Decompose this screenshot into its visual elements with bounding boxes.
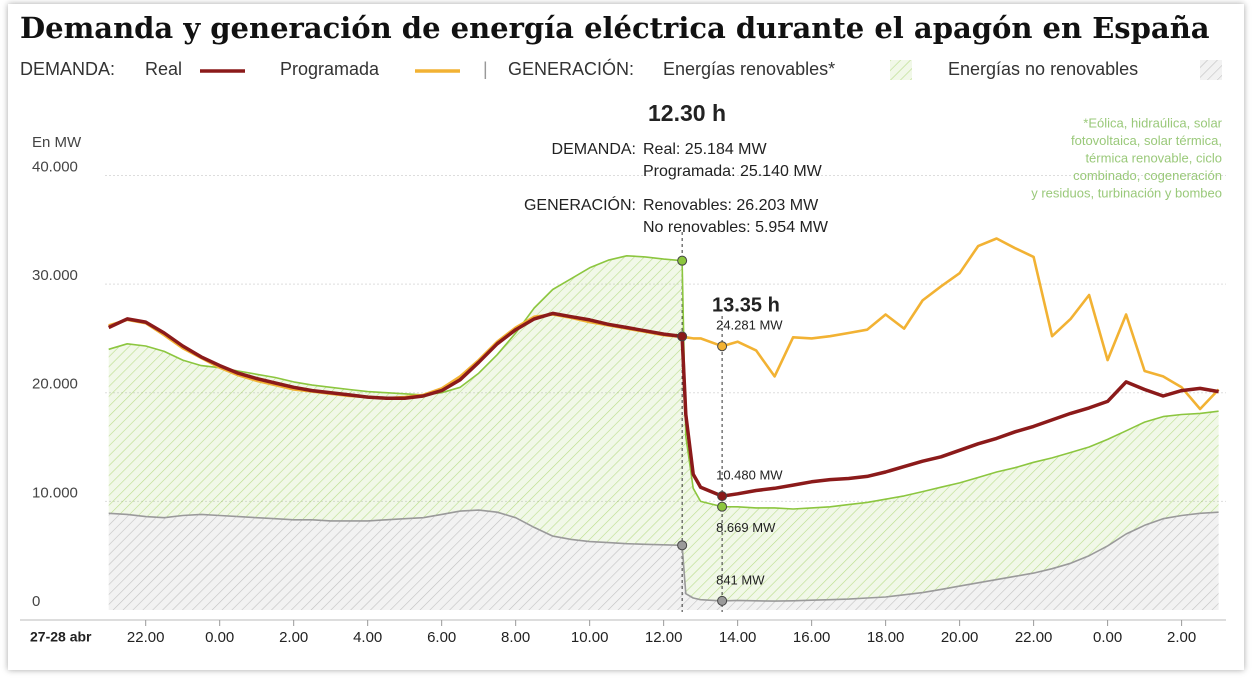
legend-label: Real xyxy=(145,59,182,79)
area xyxy=(108,510,1219,610)
annotation: Programada: 25.140 MW xyxy=(643,163,823,180)
annotation: No renovables: 5.954 MW xyxy=(643,219,829,236)
x-tick-label: 8.00 xyxy=(501,629,530,646)
annotation-time: 13.35 h xyxy=(712,294,780,316)
x-axis-label: 27-28 abr xyxy=(30,629,92,645)
y-tick-label: 10.000 xyxy=(32,484,78,501)
x-tick-label: 16.00 xyxy=(793,629,831,646)
annotation: GENERACIÓN: xyxy=(524,195,636,214)
marker xyxy=(677,255,688,266)
marker xyxy=(717,491,728,502)
marker xyxy=(717,341,728,352)
y-tick-label: 0 xyxy=(32,593,40,610)
plot xyxy=(105,174,1226,612)
x-tick-label: 6.00 xyxy=(427,629,456,646)
legend-group: GENERACIÓN: xyxy=(508,58,634,79)
marker xyxy=(677,540,688,551)
y-tick-label: 20.000 xyxy=(32,376,78,393)
y-tick-label: 30.000 xyxy=(32,267,78,284)
y-axis-label: En MW xyxy=(32,134,82,151)
data-label: 10.480 MW xyxy=(716,468,783,483)
marker xyxy=(717,501,728,512)
legend-separator: | xyxy=(483,59,488,79)
legend-group: DEMANDA: xyxy=(20,59,115,79)
data-label: 8.669 MW xyxy=(716,520,776,535)
data-label: 841 MW xyxy=(716,572,765,587)
annotation: DEMANDA: xyxy=(552,141,636,158)
data-label: 24.281 MW xyxy=(716,318,783,333)
y-tick-label: 40.000 xyxy=(32,158,78,175)
chart-title: Demanda y generación de energía eléctric… xyxy=(20,11,1210,45)
footnote-line: combinado, cogeneración xyxy=(1073,168,1222,183)
legend-label: Programada xyxy=(280,59,380,79)
footnote-line: *Eólica, hidraúlica, solar xyxy=(1083,115,1222,130)
annotation-time: 12.30 h xyxy=(648,100,726,126)
footnote-line: térmica renovable, ciclo xyxy=(1085,150,1222,165)
x-tick-label: 10.00 xyxy=(571,629,609,646)
x-tick-label: 14.00 xyxy=(719,629,757,646)
x-tick-label: 0.00 xyxy=(1093,629,1122,646)
x-tick-label: 4.00 xyxy=(353,629,382,646)
annotation: Real: 25.184 MW xyxy=(643,141,768,158)
marker xyxy=(717,595,728,606)
area xyxy=(108,255,1219,602)
legend-swatch xyxy=(890,60,912,80)
marker xyxy=(677,331,688,342)
x-tick-label: 2.00 xyxy=(1167,629,1196,646)
legend-label: Energías renovables* xyxy=(663,59,835,79)
footnote: *Eólica, hidraúlica, solar fotovoltaica, … xyxy=(1031,115,1222,200)
legend-swatch xyxy=(1200,60,1222,80)
x-tick-label: 22.00 xyxy=(127,629,165,646)
footnote-line: y residuos, turbinación y bombeo xyxy=(1031,185,1222,200)
x-tick-label: 18.00 xyxy=(867,629,905,646)
x-tick-label: 12.00 xyxy=(645,629,683,646)
x-tick-label: 0.00 xyxy=(205,629,234,646)
x-tick-label: 22.00 xyxy=(1015,629,1053,646)
legend-label: Energías no renovables xyxy=(948,59,1138,79)
x-tick-label: 20.00 xyxy=(941,629,979,646)
x-tick-label: 2.00 xyxy=(279,629,308,646)
annotation: Renovables: 26.203 MW xyxy=(643,197,819,214)
footnote-line: fotovoltaica, solar térmica, xyxy=(1071,133,1222,148)
